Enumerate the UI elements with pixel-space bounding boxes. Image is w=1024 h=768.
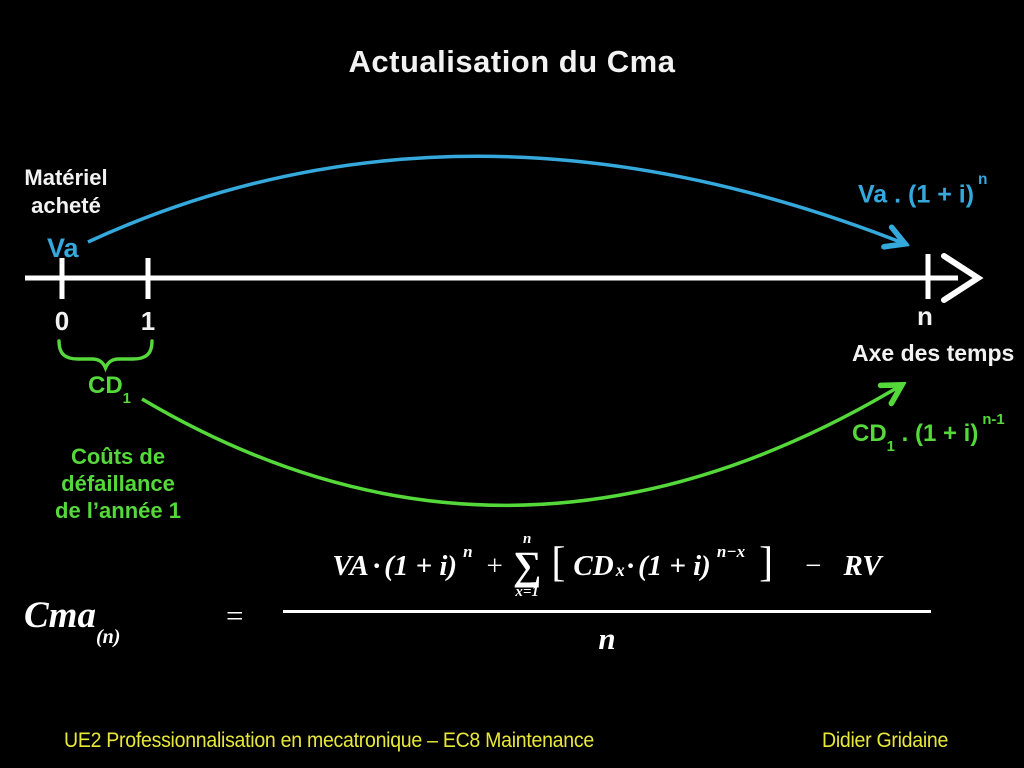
va-future-base: Va . (1 + i) xyxy=(858,180,975,209)
footer-author-label: Didier Gridaine xyxy=(822,729,949,752)
va-label: Va xyxy=(47,233,79,263)
num-cd: CD xyxy=(573,549,614,582)
num-plus: + xyxy=(486,549,503,582)
formula-lhs: Cma(n) xyxy=(24,594,120,648)
tick-1-label: 1 xyxy=(140,306,156,336)
axis-title: Axe des temps xyxy=(852,340,1015,366)
sum-symbol-icon: ∑ xyxy=(512,543,542,588)
sum-lower-limit: x=1 xyxy=(515,584,539,600)
formula-lhs-sub: (n) xyxy=(95,626,121,649)
materiel-line1: Matériel xyxy=(24,165,108,190)
bracket-open: [ xyxy=(551,540,566,586)
formula-denominator: n xyxy=(598,621,616,656)
sum-operator: n ∑ x=1 xyxy=(513,532,542,600)
cd1-future-mid: . (1 + i) xyxy=(894,420,979,447)
slide-title: Actualisation du Cma xyxy=(348,44,676,79)
num-va: VA xyxy=(332,549,369,582)
couts-line1: Coûts de xyxy=(70,444,166,469)
tick-n-label: n xyxy=(917,301,933,331)
num-exp1: n xyxy=(463,542,473,561)
cd1-base: CD xyxy=(88,372,123,399)
formula-fraction: VA · (1 + i) n + n ∑ x=1 [ CD x · (1 + i… xyxy=(283,524,931,657)
timeline-diagram xyxy=(25,154,984,508)
cd1-future-exponent: n-1 xyxy=(982,411,1005,428)
cd1-future-label: CD1 . (1 + i)n-1 xyxy=(852,412,1005,455)
interval-brace-icon xyxy=(57,339,154,373)
cd1-future-sub: 1 xyxy=(886,438,895,455)
num-exp2: n−x xyxy=(716,542,746,561)
num-rv: RV xyxy=(843,549,882,582)
materiel-achete-label: Matériel acheté xyxy=(8,164,124,220)
num-factor1: (1 + i) xyxy=(384,549,458,582)
sum-upper-limit: n xyxy=(522,531,532,547)
num-dot1: · xyxy=(372,549,381,582)
num-factor2: (1 + i) xyxy=(637,549,711,582)
couts-line2: défaillance xyxy=(61,471,175,496)
cd1-future-base: CD xyxy=(852,420,887,447)
cd1-label: CD1 xyxy=(88,372,131,407)
cd1-growth-curve xyxy=(141,386,900,508)
formula-equals: = xyxy=(226,598,244,633)
formula-lhs-base: Cma xyxy=(24,595,96,636)
footer-course-label: UE2 Professionnalisation en mecatronique… xyxy=(64,729,594,752)
num-minus: − xyxy=(805,549,822,582)
va-future-exponent: n xyxy=(978,171,988,189)
num-cd-sub: x xyxy=(615,559,625,580)
num-dot2: · xyxy=(626,549,634,582)
couts-line3: de l’année 1 xyxy=(55,498,181,523)
cma-formula: Cma(n) = VA · (1 + i) n + n ∑ x=1 [ CD x… xyxy=(0,524,1024,674)
materiel-line2: acheté xyxy=(31,193,101,218)
cd1-sub: 1 xyxy=(122,390,131,407)
bracket-close: ] xyxy=(759,540,774,586)
va-future-label: Va . (1 + i)n xyxy=(858,171,988,209)
formula-numerator: VA · (1 + i) n + n ∑ x=1 [ CD x · (1 + i… xyxy=(283,524,931,613)
couts-defaillance-label: Coûts de défaillance de l’année 1 xyxy=(30,443,206,524)
axis-arrowhead-icon xyxy=(941,253,984,303)
va-growth-curve xyxy=(87,154,903,243)
tick-0-label: 0 xyxy=(54,306,70,336)
